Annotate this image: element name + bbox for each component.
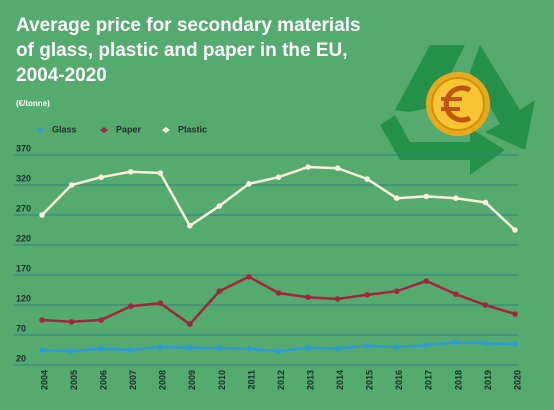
point <box>334 296 341 302</box>
x-tick-label: 2009 <box>187 370 197 390</box>
point <box>453 291 459 298</box>
y-tick-label: 120 <box>16 293 31 303</box>
point <box>187 344 193 351</box>
point <box>393 344 400 350</box>
point <box>364 176 370 182</box>
point <box>39 317 45 323</box>
recycle-arrow <box>395 45 465 112</box>
y-tick-label: 170 <box>16 263 31 273</box>
point <box>334 346 341 352</box>
point <box>512 227 518 233</box>
point <box>364 343 370 349</box>
x-tick-label: 2015 <box>365 370 375 390</box>
point <box>216 288 223 295</box>
point <box>246 274 252 280</box>
point <box>305 344 311 351</box>
point <box>482 340 489 347</box>
y-tick-label: 70 <box>16 323 26 333</box>
x-tick-label: 2008 <box>158 370 168 390</box>
x-tick-label: 2017 <box>424 370 434 390</box>
recycle-icon <box>380 45 535 175</box>
legend-marker <box>162 127 170 133</box>
recycle-arrow <box>470 45 535 150</box>
point <box>187 223 193 229</box>
recycle-arrow <box>380 115 505 175</box>
point <box>453 195 459 201</box>
y-tick-label: 220 <box>16 233 31 243</box>
x-tick-label: 2005 <box>69 370 79 390</box>
legend-marker <box>36 127 44 133</box>
x-tick-label: 2016 <box>394 370 404 390</box>
title-line: 2004-2020 <box>16 65 107 86</box>
x-tick-label: 2020 <box>512 370 522 390</box>
point <box>482 199 489 206</box>
euro-sign <box>441 97 462 111</box>
legend-label: Plastic <box>178 124 207 134</box>
y-tick-label: 20 <box>16 353 26 363</box>
legend-label: Paper <box>116 124 142 134</box>
point <box>275 290 282 296</box>
point <box>157 344 164 350</box>
point <box>364 292 370 298</box>
coin-face <box>431 77 485 131</box>
y-tick-label: 370 <box>16 143 31 153</box>
chart-subtitle: (€/tonne) <box>16 99 50 108</box>
x-tick-label: 2004 <box>39 370 49 390</box>
title-line: of glass, plastic and paper in the EU, <box>16 40 348 61</box>
chart-title: Average price for secondary materials of … <box>16 15 361 86</box>
point <box>127 303 134 310</box>
x-tick-label: 2019 <box>483 370 493 390</box>
x-tick-label: 2007 <box>128 370 138 390</box>
point <box>246 181 252 187</box>
point <box>275 348 282 355</box>
x-tick-label: 2006 <box>99 370 109 390</box>
title-line: Average price for secondary materials <box>16 15 361 36</box>
point <box>216 203 223 209</box>
x-tick-label: 2014 <box>335 370 345 390</box>
legend-label: Glass <box>52 124 77 134</box>
point <box>305 164 311 170</box>
x-tick-label: 2018 <box>453 370 463 390</box>
point <box>68 319 75 325</box>
x-tick-label: 2010 <box>217 370 227 390</box>
point <box>423 342 430 349</box>
x-tick-label: 2011 <box>246 370 256 390</box>
point <box>127 169 134 175</box>
point <box>98 317 104 323</box>
legend-marker <box>100 127 108 133</box>
point <box>423 278 430 284</box>
point <box>423 193 430 200</box>
point <box>246 346 252 352</box>
point <box>393 288 400 295</box>
point <box>39 347 45 353</box>
y-tick-label: 270 <box>16 203 31 213</box>
point <box>39 212 45 218</box>
point <box>68 182 75 188</box>
point <box>98 346 104 352</box>
point <box>157 170 164 176</box>
x-tick-label: 2012 <box>276 370 286 390</box>
point <box>157 300 164 307</box>
euro-sign <box>443 85 472 123</box>
point <box>393 195 400 201</box>
point <box>127 347 134 353</box>
point <box>482 302 489 308</box>
x-tick-label: 2013 <box>305 370 315 390</box>
point <box>275 174 282 180</box>
point <box>216 345 223 352</box>
y-tick-label: 320 <box>16 173 31 183</box>
point <box>68 348 75 355</box>
point <box>305 294 311 301</box>
point <box>98 174 104 180</box>
point <box>334 165 341 171</box>
point <box>512 341 518 347</box>
point <box>512 311 518 317</box>
point <box>453 339 459 346</box>
point <box>187 321 193 328</box>
